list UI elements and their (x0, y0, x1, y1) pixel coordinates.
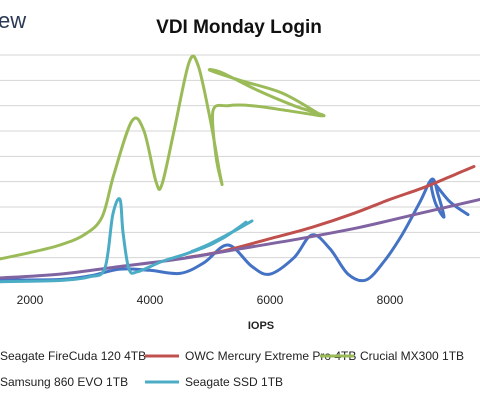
x-axis-label: IOPS (248, 320, 274, 332)
legend-label: Seagate FireCuda 120 4TB (0, 349, 146, 363)
x-tick-label: 6000 (257, 293, 284, 307)
x-tick-label: 4000 (137, 293, 164, 307)
x-tick-label: 2000 (17, 293, 44, 307)
series-line-4 (0, 197, 480, 280)
grid (0, 54, 480, 259)
series-line-5 (0, 197, 254, 284)
brand-text: ew (0, 8, 26, 33)
x-tick-label: 8000 (377, 293, 404, 307)
chart-title: VDI Monday Login (156, 17, 322, 38)
series-line-3 (0, 54, 326, 261)
legend-label: OWC Mercury Extreme Pro 4TB (185, 349, 356, 363)
x-tick-labels: 2000 4000 6000 8000 (17, 293, 404, 307)
series-layer (0, 54, 480, 284)
series-line-2 (184, 165, 476, 260)
legend-label: Crucial MX300 1TB (360, 349, 464, 363)
legend-label: Samsung 860 EVO 1TB (0, 375, 128, 389)
legend: Seagate FireCuda 120 4TB OWC Mercury Extr… (0, 349, 464, 389)
legend-label: Seagate SSD 1TB (185, 375, 283, 389)
series-line-1 (0, 177, 470, 283)
